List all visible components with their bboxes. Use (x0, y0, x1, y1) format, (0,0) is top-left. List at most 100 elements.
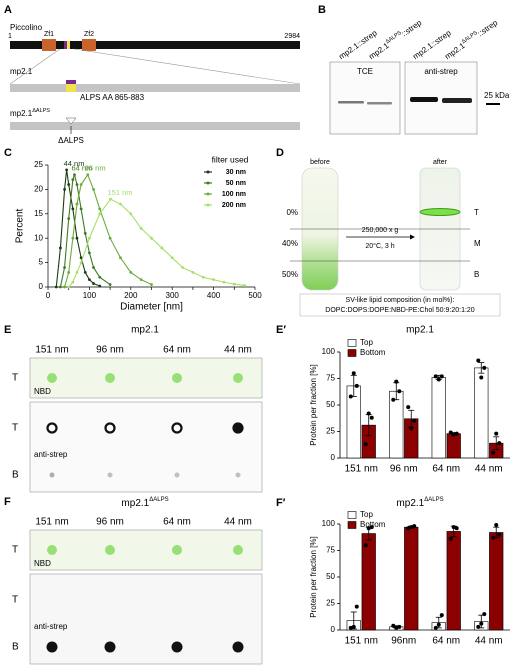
y-tick-label: 25 (34, 160, 43, 169)
peak-label: 96 nm (85, 164, 106, 173)
legend-swatch (347, 349, 357, 357)
replicate-point (436, 622, 441, 627)
column-label: 96 nm (96, 345, 124, 356)
superscript: ΔALPS (32, 108, 50, 114)
replicate-point (348, 625, 353, 630)
data-point (212, 278, 216, 282)
replicate-point (369, 525, 374, 530)
strep-spot (104, 422, 116, 434)
replicate-point (482, 365, 487, 370)
data-point (79, 256, 83, 260)
zinc-finger (82, 39, 96, 51)
replicate-point (448, 430, 453, 435)
replicate-point (491, 535, 496, 540)
column-label: 96 nm (96, 517, 124, 528)
legend-label: 50 nm (226, 180, 246, 187)
replicate-point (479, 375, 484, 380)
panel-label: F′ (276, 497, 286, 509)
protein-bar (10, 41, 300, 49)
blot-box (29, 357, 263, 399)
y-tick-label: 25 (326, 427, 335, 436)
data-point (71, 280, 75, 284)
alps-label: ALPS AA 865-883 (80, 93, 145, 102)
panel-label: A (4, 4, 12, 16)
gradient-label: 0% (286, 208, 298, 217)
data-point (75, 270, 79, 274)
replicate-point (451, 525, 456, 530)
nbd-spot (172, 373, 182, 383)
data-point (98, 207, 102, 211)
y-tick-label: 50 (326, 400, 335, 409)
replicate-point (369, 415, 374, 420)
y-tick-label: 15 (34, 209, 43, 218)
x-tick-label: 200 (124, 291, 138, 300)
spin-label: 20°C, 3 h (365, 242, 394, 250)
spin-label: 250,000 x g (362, 227, 399, 234)
column-label: 151 nm (35, 517, 68, 528)
panel-label: D (276, 147, 284, 159)
x-tick-label: 44 nm (475, 464, 503, 475)
legend-swatch (206, 192, 210, 196)
stain-label: NBD (34, 559, 51, 568)
construct-label: mp2.1ΔALPS (10, 108, 50, 118)
blot-label: anti-strep (424, 67, 458, 76)
nbd-spot (47, 545, 57, 555)
row-label: T (12, 423, 18, 434)
strep-spot (232, 422, 244, 434)
replicate-point (433, 625, 438, 630)
row-label: T (12, 373, 18, 384)
deletion-label: ΔALPS (58, 136, 84, 145)
data-point (88, 251, 91, 255)
bar (446, 433, 461, 459)
panel-label: E′ (276, 324, 286, 336)
tube-label: before (310, 159, 330, 166)
band (338, 101, 364, 104)
construct-bar (10, 122, 300, 130)
data-point (75, 236, 79, 240)
legend-swatch (206, 181, 210, 185)
construct-bar (10, 84, 300, 92)
band (410, 97, 438, 102)
replicate-point (406, 526, 411, 531)
column-label: 44 nm (224, 345, 252, 356)
data-point (63, 285, 66, 289)
replicate-point (409, 426, 414, 431)
strep-spot (171, 422, 183, 434)
blot-label: TCE (357, 67, 373, 76)
data-point (191, 270, 195, 274)
data-point (79, 183, 83, 186)
data-point (54, 285, 58, 289)
strep-spot (235, 472, 241, 478)
zoom-line (73, 48, 301, 85)
superscript: ΔALPS (149, 497, 168, 503)
data-point (98, 275, 102, 279)
construct-label: mp2.1 (10, 67, 33, 76)
strep-spot (174, 472, 180, 478)
data-point (71, 178, 75, 182)
data-point (108, 236, 112, 240)
legend-label: Bottom (360, 520, 386, 529)
panel-label: E (4, 324, 11, 336)
data-point (86, 173, 90, 177)
data-point (98, 284, 102, 288)
replicate-point (439, 613, 444, 618)
data-point (71, 207, 75, 211)
lane-text: ::strep (476, 18, 500, 38)
bar (474, 367, 489, 459)
legend-label: Bottom (360, 348, 386, 357)
legend-title: filter used (212, 154, 249, 164)
lipid-text: DOPC:DOPS:DOPE:NBD-PE:Chol 50:9:20:1:20 (325, 307, 474, 314)
data-point (243, 284, 247, 287)
replicate-point (391, 397, 396, 402)
y-axis-label: Protein per fraction [%] (309, 536, 318, 617)
tube-label: after (433, 159, 448, 166)
x-tick-label: 96 nm (390, 464, 418, 475)
chart-title: mp2.1 (406, 325, 434, 336)
replicate-point (397, 389, 402, 394)
x-tick-label: 300 (166, 291, 180, 300)
fraction-label: T (474, 208, 479, 217)
strep-spot (104, 641, 116, 653)
data-point (139, 227, 143, 230)
replicate-point (494, 431, 499, 436)
alps-mark (67, 41, 70, 49)
